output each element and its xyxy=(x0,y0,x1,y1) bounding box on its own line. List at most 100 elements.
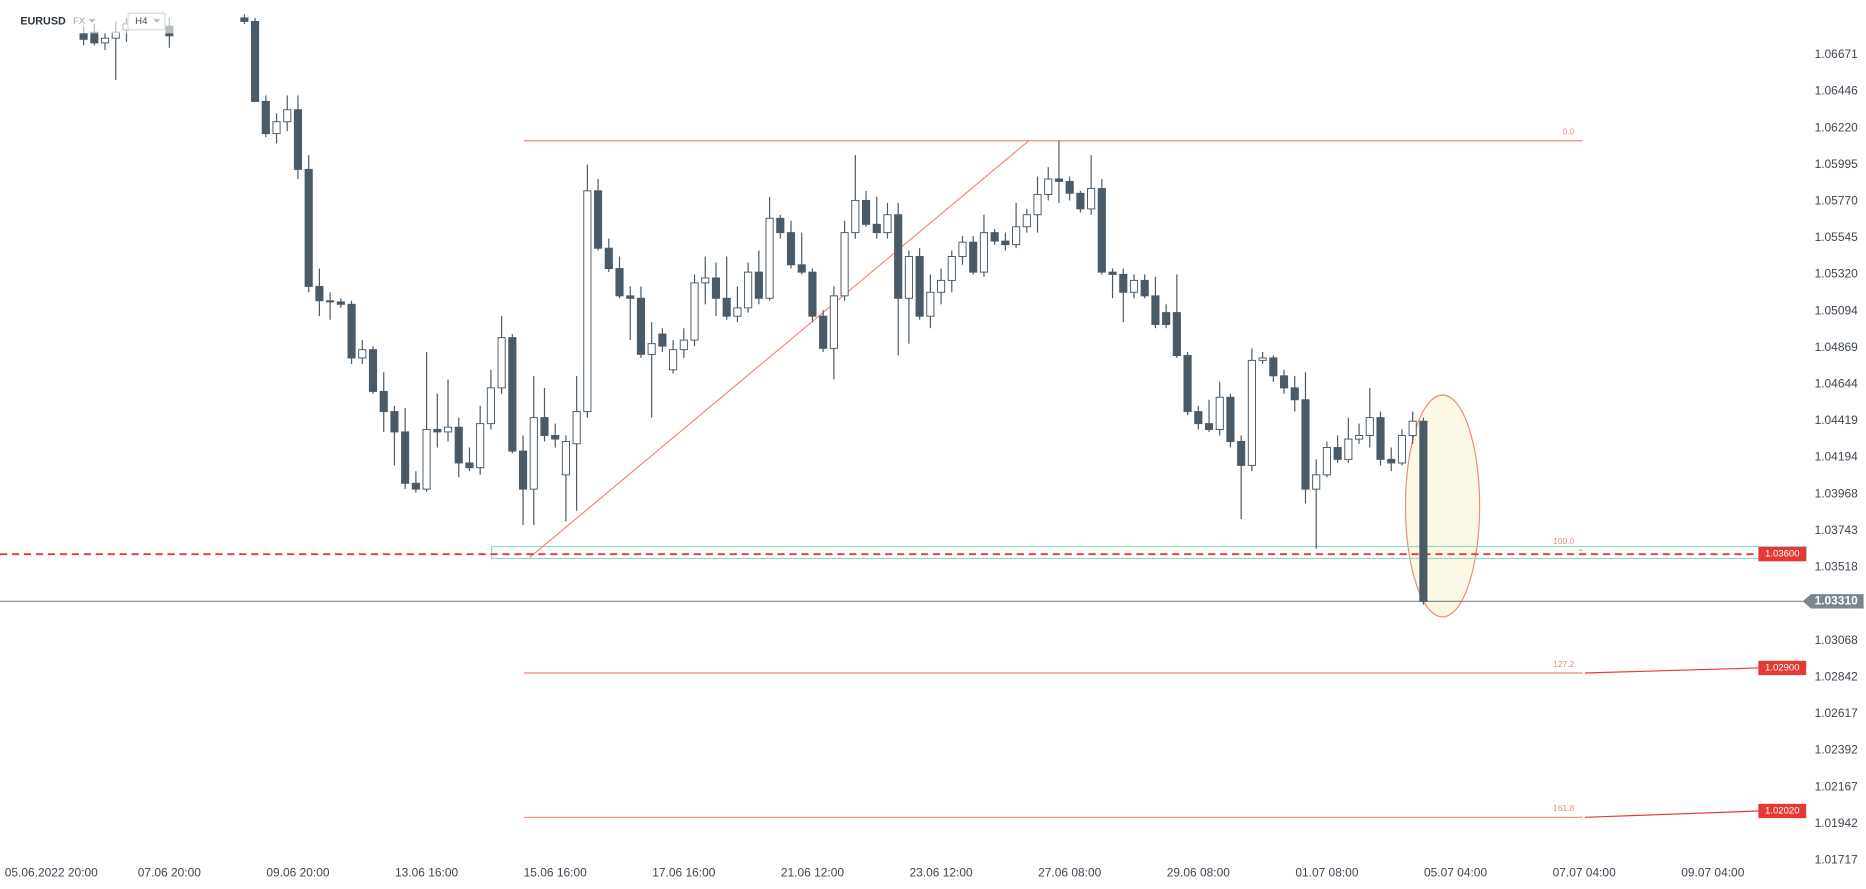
dropdown-arrow xyxy=(153,19,161,23)
candle-body-down xyxy=(1108,271,1117,275)
candle-body-up xyxy=(1022,214,1031,228)
candle-body-up xyxy=(904,256,913,299)
x-tick-label: 05.06.2022 20:00 xyxy=(5,866,98,880)
candle-body-down xyxy=(1097,188,1106,273)
candle-body-down xyxy=(894,214,903,299)
y-tick-label: 1.02392 xyxy=(1815,743,1859,757)
candle-body-up xyxy=(100,37,110,44)
candle-body-up xyxy=(744,271,753,309)
candle-body-down xyxy=(754,271,763,299)
candle-body-down xyxy=(722,297,731,317)
candle-body-down xyxy=(368,349,378,392)
candle-body-down xyxy=(808,271,817,317)
price-tag-label: 1.03600 xyxy=(1765,549,1800,560)
candle-body-down xyxy=(1172,312,1181,356)
candle-body-down xyxy=(615,268,624,297)
candle-body-down xyxy=(1301,399,1310,490)
candle-body-up xyxy=(647,343,656,355)
candle-body-down xyxy=(454,426,463,464)
candle-body-down xyxy=(786,232,796,266)
x-tick-label: 01.07 08:00 xyxy=(1295,866,1358,880)
candle-body-up xyxy=(1397,435,1407,464)
market-badge: FX xyxy=(73,16,86,27)
price-line xyxy=(1584,667,1759,674)
candle-body-down xyxy=(465,462,474,469)
candle-body-down xyxy=(1290,387,1299,401)
y-tick-label: 1.01942 xyxy=(1815,816,1859,830)
candle-body-down xyxy=(336,301,345,305)
candle-body-down xyxy=(326,300,335,303)
candle-body-up xyxy=(840,232,849,297)
candle-body-down xyxy=(90,31,99,44)
candle-body-down xyxy=(872,223,881,234)
candle-body-up xyxy=(765,217,774,299)
candle-body-down xyxy=(1065,180,1074,194)
candle-body-up xyxy=(669,349,678,371)
y-tick-label: 1.02842 xyxy=(1815,670,1859,684)
candle-body-up xyxy=(272,121,281,135)
axes: 1.06671 1.06446 1.06220 1.05995 1.05770 1.055… xyxy=(5,47,1864,880)
candle-body-up xyxy=(283,109,292,123)
candle-body-up xyxy=(1247,359,1256,466)
candle-body-up xyxy=(1258,357,1267,361)
candle-body-down xyxy=(594,190,603,249)
candle-body-up xyxy=(1355,435,1364,440)
y-tick-label: 1.03743 xyxy=(1815,523,1859,537)
candle-body-up xyxy=(1344,438,1353,460)
x-tick-label: 17.06 16:00 xyxy=(652,866,715,880)
y-tick-label: 1.04869 xyxy=(1815,340,1859,354)
price-tag xyxy=(1802,594,1864,609)
candle-body-down xyxy=(508,337,517,452)
x-tick-label: 15.06 16:00 xyxy=(524,866,587,880)
candle-body-up xyxy=(947,256,956,281)
candle-body-down xyxy=(1204,423,1214,430)
candle-body-down xyxy=(315,285,324,302)
x-tick-label: 27.06 08:00 xyxy=(1038,866,1101,880)
timeframe-box[interactable] xyxy=(127,12,166,31)
fib-level-label: 127.2 xyxy=(1553,659,1574,669)
x-tick-label: 13.06 16:00 xyxy=(395,866,458,880)
candle-body-up xyxy=(1129,279,1139,293)
candle-body-down xyxy=(819,315,828,349)
candle-body-down xyxy=(518,450,528,490)
x-tick-label: 07.06 20:00 xyxy=(138,866,201,880)
y-tick-label: 1.05770 xyxy=(1815,194,1859,208)
candle-body-up xyxy=(1087,188,1096,210)
fib-level-label: 161.8 xyxy=(1553,803,1574,813)
x-tick-label: 21.06 12:00 xyxy=(781,866,844,880)
candle-body-up xyxy=(1033,193,1042,216)
candle-body-down xyxy=(379,390,388,413)
candle-body-up xyxy=(1215,396,1224,430)
y-tick-label: 1.02167 xyxy=(1815,779,1859,793)
x-tick-label: 09.07 04:00 xyxy=(1681,866,1744,880)
y-tick-label: 1.05995 xyxy=(1815,157,1859,171)
candle-body-down xyxy=(1140,279,1149,297)
y-tick-label: 1.01717 xyxy=(1815,852,1859,866)
candle-body-down xyxy=(1054,178,1064,182)
candle-body-down xyxy=(240,17,249,22)
candle-body-up xyxy=(1365,417,1374,436)
candle-body-down xyxy=(636,297,646,355)
candle-body-up xyxy=(701,277,710,284)
y-tick-label: 1.06671 xyxy=(1815,47,1859,61)
timeframe[interactable]: H4 xyxy=(135,16,148,27)
price-tag xyxy=(1758,803,1807,819)
y-tick-label: 1.04644 xyxy=(1815,377,1859,391)
candle-body-up xyxy=(1322,447,1331,476)
candle-body-up xyxy=(583,190,592,413)
candle-body-down xyxy=(990,232,999,242)
price-tag-label: 1.02020 xyxy=(1765,806,1800,817)
candle-body-down xyxy=(915,256,924,317)
candle-body-down xyxy=(347,303,356,359)
candle-body-down xyxy=(401,431,410,484)
candle-body-down xyxy=(1194,411,1203,425)
y-tick-label: 1.05320 xyxy=(1815,267,1859,281)
fib-level-label: 0.0 xyxy=(1562,127,1574,137)
y-tick-label: 1.05545 xyxy=(1815,230,1859,244)
symbol[interactable]: EURUSD xyxy=(20,15,66,27)
candle-body-down xyxy=(969,241,978,273)
candle-body-down xyxy=(79,33,88,40)
candle-body-up xyxy=(883,214,892,234)
